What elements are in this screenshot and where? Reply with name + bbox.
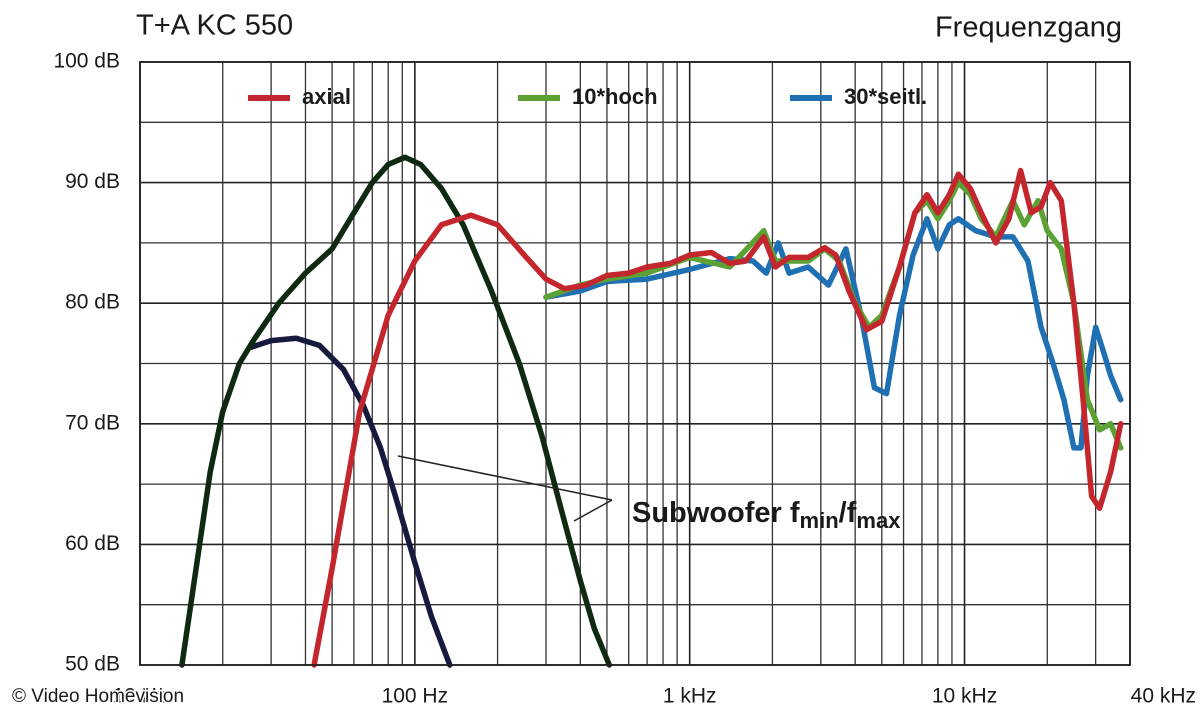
axes: 50 dB 60 dB 70 dB 80 dB 90 dB 100 dB 10 Hz 100 …	[53, 50, 1196, 708]
legend-label: 30*seitl.	[844, 84, 927, 109]
y-tick-label: 80 dB	[65, 291, 120, 314]
chart-title: T+A KC 550	[136, 10, 293, 42]
x-tick-label: 100 Hz	[382, 685, 449, 708]
annotation-pointer	[573, 499, 613, 522]
legend-label: axial	[302, 84, 351, 109]
y-tick-label: 90 dB	[65, 170, 120, 193]
annotation: Subwoofer fmin/fmax	[632, 497, 901, 533]
legend: axial 10*hoch 30*seitl.	[248, 84, 927, 109]
y-tick-label: 50 dB	[65, 653, 120, 676]
chart-subtitle: Frequenzgang	[935, 12, 1122, 44]
annotation-text: Subwoofer f	[632, 497, 800, 529]
annotation-sub: min	[800, 508, 839, 533]
annotation-sub: max	[856, 508, 901, 533]
y-tick-label: 60 dB	[65, 532, 120, 555]
watermark: © Video Homevision	[12, 686, 184, 707]
x-tick-label: 1 kHz	[663, 685, 717, 708]
y-tick-label: 70 dB	[65, 411, 120, 434]
x-tick-label: 10 kHz	[932, 685, 997, 708]
series-line	[311, 167, 1124, 668]
x-tick-label: 40 kHz	[1131, 685, 1196, 708]
x-tick-label: 10 Hz	[113, 685, 168, 708]
plot-lines	[179, 154, 1124, 668]
legend-label: 10*hoch	[572, 84, 658, 109]
series-line	[179, 154, 613, 668]
y-tick-label: 100 dB	[53, 50, 120, 73]
plot-frame	[139, 61, 1131, 666]
annotation-pointer	[397, 455, 613, 501]
annotation-text: /f	[839, 497, 857, 529]
